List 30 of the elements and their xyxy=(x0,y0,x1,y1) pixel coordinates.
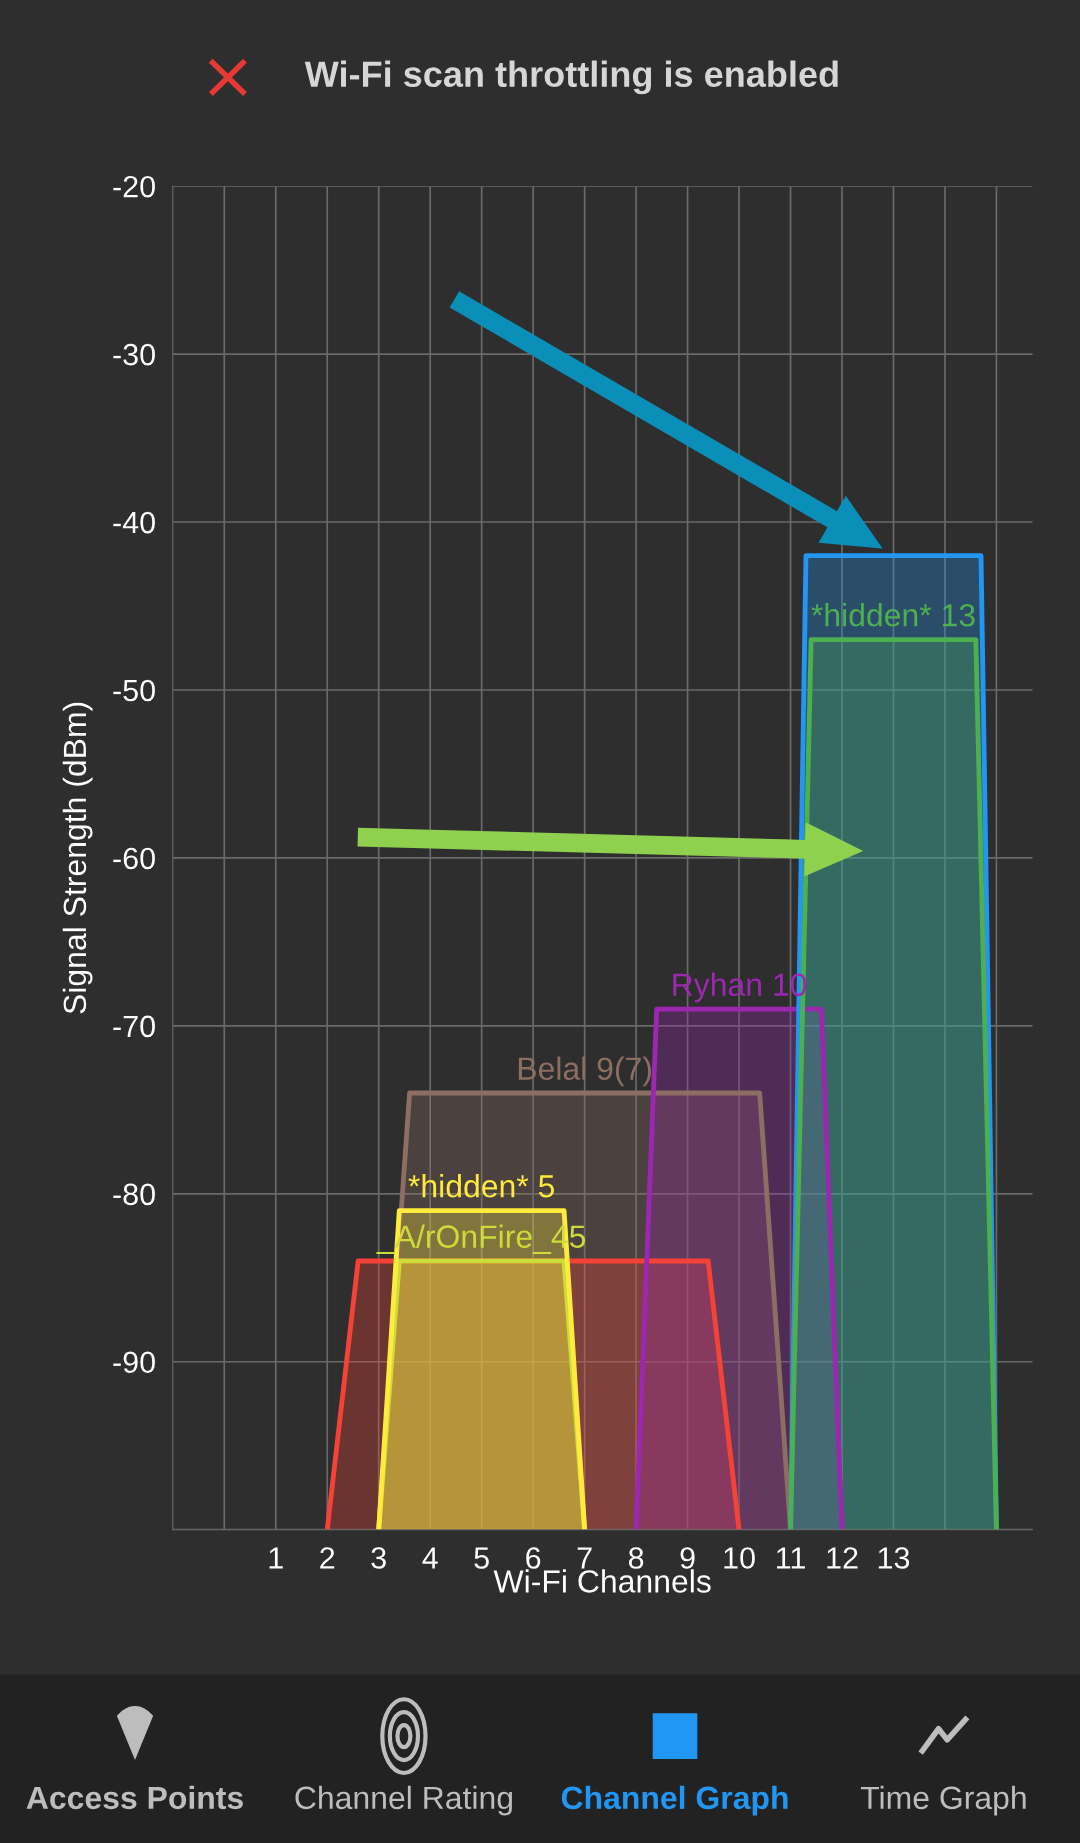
y-tick-label: -40 xyxy=(113,511,155,534)
x-tick-label: 6 xyxy=(526,1547,541,1569)
x-tick-label: 12 xyxy=(827,1547,858,1569)
y-tick-label: -50 xyxy=(113,679,155,702)
y-tick-label: -80 xyxy=(113,1183,155,1206)
y-tick-label: -20 xyxy=(113,175,155,198)
x-tick-label: 8 xyxy=(628,1547,644,1569)
y-tick-label: -90 xyxy=(113,1351,155,1374)
x-tick-label: 7 xyxy=(577,1547,592,1569)
text: Access Points xyxy=(26,1785,243,1810)
text: Channel Rating xyxy=(295,1785,512,1816)
x-tick-label: 4 xyxy=(422,1547,438,1569)
x-axis-title: Wi-Fi Channels xyxy=(493,1569,711,1593)
x-tick-label: 5 xyxy=(474,1547,489,1569)
text: Channel Graph xyxy=(561,1785,788,1816)
x-tick-label: 9 xyxy=(680,1547,695,1569)
text: Time Graph xyxy=(860,1785,1026,1816)
series-label: *hidden* 13 xyxy=(811,603,975,627)
y-tick-label: -60 xyxy=(113,847,155,870)
y-axis-title: Signal Strength (dBm) xyxy=(62,702,93,1014)
x-tick-label: 13 xyxy=(878,1547,910,1569)
x-tick-label: 10 xyxy=(724,1547,755,1569)
x-tick-label: 11 xyxy=(777,1547,805,1569)
y-tick-label: -30 xyxy=(113,343,155,366)
x-tick-label: 2 xyxy=(320,1547,335,1569)
x-tick-label: 3 xyxy=(371,1547,386,1569)
x-tick-label: 1 xyxy=(269,1547,283,1569)
series-label: *hidden* 5 xyxy=(408,1174,555,1198)
y-tick-label: -70 xyxy=(113,1015,155,1038)
chart-title: Wi-Fi scan throttling is enabled xyxy=(304,60,838,95)
